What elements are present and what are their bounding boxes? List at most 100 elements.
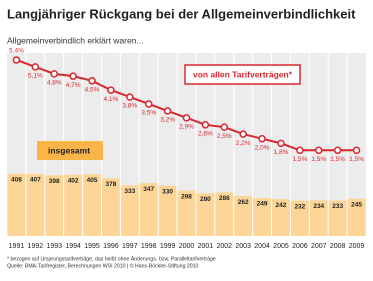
footnote: * bezogen auf Ursprungstarifverträge, da… [7,255,216,262]
x-tick-label: 1993 [46,243,62,250]
chart-subtitle: Allgemeinverbindlich erklärt waren... [7,35,144,45]
bar-value-label: 330 [162,188,173,195]
chart-title: Langjähriger Rückgang bei der Allgemeinv… [7,6,356,21]
x-tick-label: 2000 [179,243,195,250]
line-point [182,114,191,122]
line-value-label: 2,0% [255,144,270,151]
x-tick-label: 2006 [292,243,308,250]
bar [177,190,196,236]
x-tick-label: 1994 [65,243,81,250]
line-value-label: 3,2% [160,117,175,124]
line-point [88,77,96,85]
bar-value-label: 333 [124,188,135,195]
bar [309,200,328,236]
line-point [163,107,172,115]
bar-value-label: 402 [68,177,79,184]
line-value-label: 4,5% [85,87,100,94]
bar [291,200,309,236]
bar-value-label: 398 [49,178,60,185]
bar [26,173,45,236]
bar-value-label: 408 [11,176,22,183]
bar-value-label: 232 [294,203,305,210]
line-point [296,146,304,155]
bar-value-label: 245 [351,201,362,208]
bar-value-label: 233 [332,203,343,210]
bar-value-label: 262 [238,199,249,206]
bar [120,185,139,236]
x-tick-label: 2005 [273,243,289,250]
bar [272,199,290,236]
bar [253,198,271,236]
line-value-label: 4,7% [66,82,81,89]
bar [215,192,234,236]
line-point [333,146,342,155]
bar [139,183,158,236]
bar-value-label: 407 [30,177,41,184]
legend-box [37,141,103,160]
x-tick-label: 1992 [28,243,44,250]
line-point [144,100,153,108]
x-tick-label: 1996 [103,243,119,250]
line-value-label: 5,4% [9,48,24,55]
line-point [50,70,58,78]
bar-value-label: 405 [87,177,98,184]
bar-value-label: 298 [181,193,192,200]
bar-value-label: 234 [313,203,324,210]
legend-label: von allen Tarifverträgen* [193,69,293,79]
x-tick-label: 2002 [217,243,233,250]
x-tick-label: 1995 [84,243,100,250]
line-value-label: 2,6% [198,131,213,138]
x-tick-label: 2003 [235,243,251,250]
line-value-label: 5,1% [28,73,43,80]
x-tick-label: 2007 [311,243,327,250]
line-point [201,121,210,129]
line-point [126,93,134,101]
bar [328,200,347,236]
bar [83,174,101,236]
line-value-label: 3,8% [122,103,137,110]
bar-value-label: 280 [200,196,211,203]
line-value-label: 1,5% [349,156,364,163]
line-point [315,146,323,155]
line-value-label: 3,5% [141,110,156,117]
line-value-label: 1,8% [274,149,289,156]
bar [347,198,366,236]
bar [158,185,177,236]
bar-value-label: 249 [257,201,268,208]
line-point [107,86,115,94]
line-value-label: 2,5% [217,133,232,140]
bar-value-label: 378 [105,181,116,188]
x-tick-label: 2009 [349,243,365,250]
line-point [277,139,285,148]
bar-value-label: 347 [143,186,154,193]
x-tick-label: 1991 [9,243,25,250]
line-point [239,130,247,138]
bar [45,175,64,236]
line-value-label: 4,1% [104,96,119,103]
line-value-label: 1,5% [292,156,307,163]
legend-label: insgesamt [48,145,90,155]
bar [7,173,26,236]
bar [234,196,253,236]
x-tick-label: 1999 [160,243,176,250]
line-point [12,56,21,64]
source: Quelle: BMA-Tarifregister, Berechnungen … [7,262,199,269]
line-point [352,146,361,155]
line-point [69,72,77,80]
line-point [220,123,229,131]
x-tick-label: 1997 [122,243,138,250]
line-value-label: 1,5% [311,156,326,163]
line-point [258,134,266,143]
x-tick-label: 2001 [198,243,214,250]
bar [196,193,215,236]
legend-box [184,64,301,85]
bar-value-label: 242 [276,202,287,209]
x-tick-label: 1998 [141,243,157,250]
x-tick-label: 2004 [254,243,270,250]
line-value-label: 1,5% [330,156,345,163]
bar [102,178,120,236]
line-value-label: 2,2% [236,140,251,147]
bar-value-label: 286 [219,195,230,202]
x-tick-label: 2008 [330,243,346,250]
